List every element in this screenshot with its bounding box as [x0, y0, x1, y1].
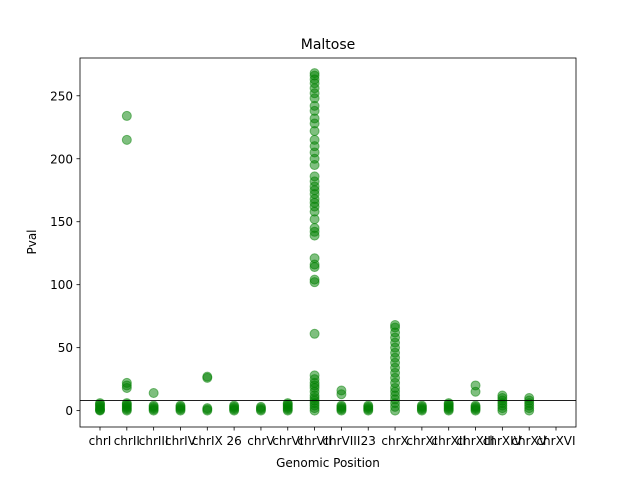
y-axis-label: Pval — [25, 229, 39, 254]
x-tick-label: chrIV — [165, 434, 197, 448]
x-tick-label: chrIII — [139, 434, 169, 448]
x-tick-label: chrI — [89, 434, 112, 448]
y-tick-label: 0 — [65, 404, 73, 418]
data-point — [148, 400, 159, 411]
x-tick-label: chrVIII — [322, 434, 360, 448]
data-point — [309, 171, 320, 182]
data-point — [309, 134, 320, 145]
data-point — [336, 385, 347, 396]
data-point — [121, 134, 132, 145]
data-point — [443, 398, 454, 409]
plot-frame — [79, 57, 577, 428]
x-tick-label: chrVI — [272, 434, 303, 448]
x-tick-label: chrV — [247, 434, 275, 448]
data-point — [497, 390, 508, 401]
data-point — [390, 319, 401, 330]
y-tick-label: 250 — [50, 89, 73, 103]
data-point — [282, 398, 293, 409]
x-tick-label: chrII — [114, 434, 140, 448]
x-tick-label: chrVII — [297, 434, 331, 448]
x-tick-label: chrXIII — [457, 434, 495, 448]
x-tick-label: 23 — [361, 434, 376, 448]
data-point — [255, 401, 266, 412]
data-point — [336, 400, 347, 411]
data-point — [416, 400, 427, 411]
x-tick-label: chrXIV — [483, 434, 523, 448]
y-tick-label: 150 — [50, 215, 73, 229]
data-point — [309, 328, 320, 339]
data-point — [470, 380, 481, 391]
x-tick-label: chrX — [381, 434, 408, 448]
data-point — [229, 400, 240, 411]
data-point — [148, 387, 159, 398]
data-point — [121, 110, 132, 121]
x-axis-label: Genomic Position — [276, 456, 380, 470]
chart-title: Maltose — [301, 37, 356, 53]
data-point — [202, 403, 213, 414]
data-point — [470, 400, 481, 411]
data-point — [363, 400, 374, 411]
data-point — [309, 223, 320, 234]
data-point — [121, 398, 132, 409]
data-point — [309, 253, 320, 264]
x-tick-label: chrXII — [431, 434, 465, 448]
x-tick-label: 26 — [226, 434, 241, 448]
y-tick-label: 50 — [58, 341, 73, 355]
data-point — [175, 400, 186, 411]
data-point — [524, 393, 535, 404]
points-layer — [95, 68, 535, 416]
data-point — [309, 68, 320, 79]
data-point — [309, 274, 320, 285]
x-tick-label: chrXV — [511, 434, 547, 448]
x-tick-label: chrXI — [406, 434, 437, 448]
data-point — [309, 370, 320, 381]
x-tick-label: chrXVI — [536, 434, 575, 448]
y-tick-label: 200 — [50, 152, 73, 166]
y-tick-label: 100 — [50, 278, 73, 292]
y-axis: 0 50 100 150 200 250 — [50, 89, 80, 418]
x-tick-label: chrIX — [192, 434, 223, 448]
data-point — [202, 371, 213, 382]
data-point — [95, 398, 105, 409]
data-point — [121, 377, 132, 388]
